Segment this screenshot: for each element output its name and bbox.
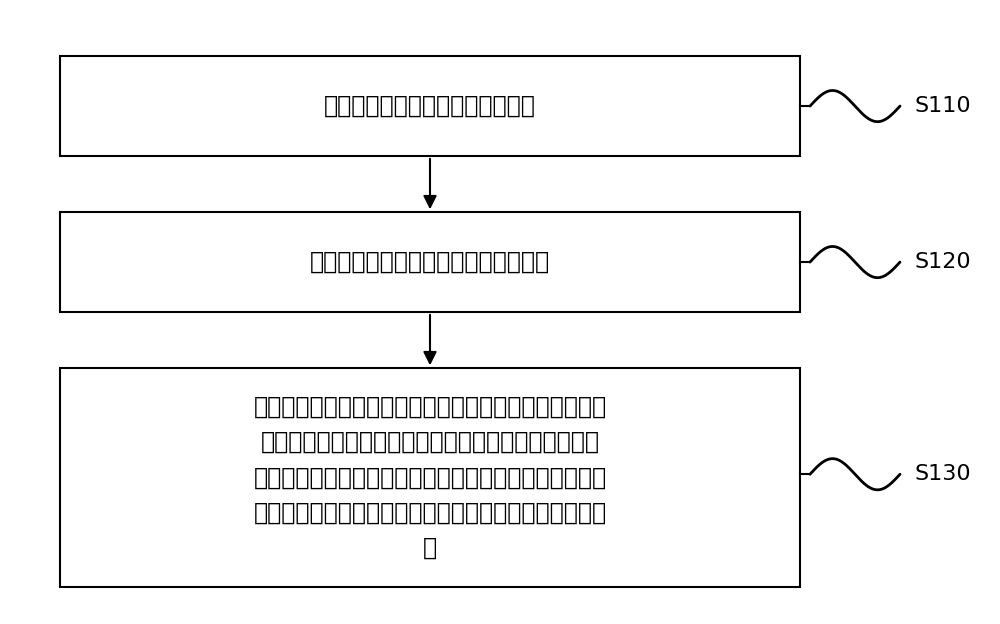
Text: S110: S110 <box>915 96 972 116</box>
Text: 确定所述永磁同步电机的实际电磁转矩: 确定所述永磁同步电机的实际电磁转矩 <box>310 250 550 274</box>
Text: S120: S120 <box>915 252 972 272</box>
FancyBboxPatch shape <box>60 212 800 312</box>
Text: S130: S130 <box>915 464 972 484</box>
FancyBboxPatch shape <box>60 368 800 587</box>
Text: 确定永磁同步电机的理论电磁转矩: 确定永磁同步电机的理论电磁转矩 <box>324 94 536 118</box>
FancyBboxPatch shape <box>60 56 800 156</box>
Text: 当所述永磁同步电机满足预设条件时，根据所述永磁同步
电机的正常电磁转矩与实际电磁转矩确定二倍频交流分
量，将所述二倍频交流分量的幅值与预设阈值进行比较，
根据比: 当所述永磁同步电机满足预设条件时，根据所述永磁同步 电机的正常电磁转矩与实际电磁… <box>253 394 607 560</box>
